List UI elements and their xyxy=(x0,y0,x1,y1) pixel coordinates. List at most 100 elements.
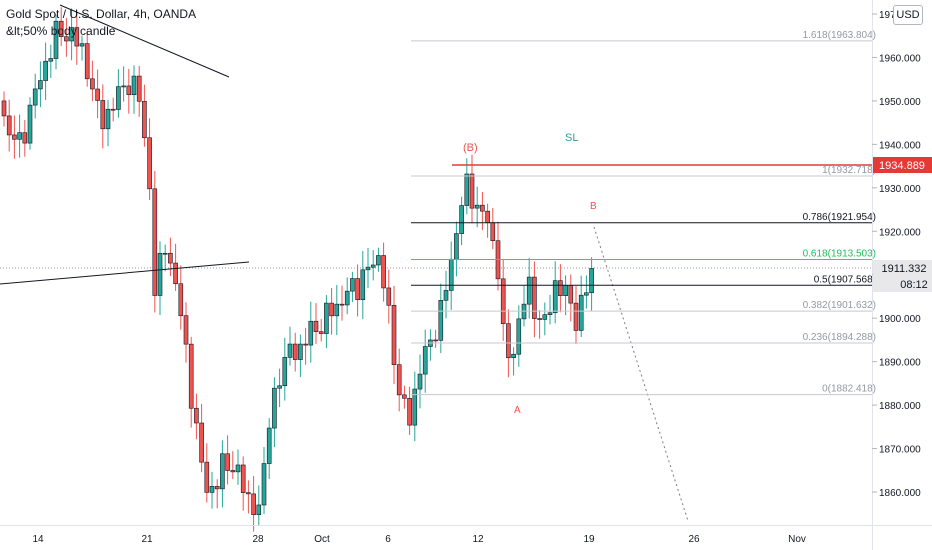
candle xyxy=(324,295,329,349)
candle xyxy=(558,264,563,313)
candle xyxy=(230,451,236,479)
symbol-title: Gold Spot / U.S. Dollar, 4h, OANDA xyxy=(6,7,197,21)
trendline-upper[interactable] xyxy=(59,4,230,78)
candle xyxy=(209,471,215,509)
candle xyxy=(79,35,85,61)
price-tick-label: 1870.000 xyxy=(879,445,921,456)
candle xyxy=(95,69,100,119)
time-tick-label: 21 xyxy=(141,534,153,545)
candle xyxy=(168,237,173,277)
time-tick-label: 12 xyxy=(472,534,484,545)
candle xyxy=(459,196,464,246)
candle xyxy=(22,120,28,157)
candle xyxy=(58,7,64,47)
candle xyxy=(360,251,366,320)
candle xyxy=(443,270,449,319)
candle xyxy=(147,118,152,201)
candle xyxy=(391,285,397,385)
candle xyxy=(526,257,532,319)
candle xyxy=(396,348,402,412)
price-tick-label: 1960.000 xyxy=(879,53,921,64)
time-tick-label: 26 xyxy=(688,534,700,545)
candle xyxy=(173,243,178,291)
candle xyxy=(69,8,74,61)
candle xyxy=(43,42,48,101)
candle xyxy=(225,435,230,485)
candle xyxy=(469,154,475,224)
candle xyxy=(194,393,199,440)
projection-line[interactable] xyxy=(593,226,689,522)
candle xyxy=(6,99,12,152)
fib-retracement: 1.618(1963.804) 1(1932.718) 0.786(1921.954… xyxy=(411,30,876,396)
candle xyxy=(27,97,33,150)
annotation-a: A xyxy=(514,405,521,416)
candle xyxy=(438,283,444,354)
candle xyxy=(136,65,142,117)
candle xyxy=(516,305,522,367)
annotation-sl: SL xyxy=(565,132,578,144)
fib-level-label: 0(1882.418) xyxy=(822,384,876,395)
price-tick-label: 1860.000 xyxy=(879,488,921,499)
candle xyxy=(157,241,163,316)
candle xyxy=(38,61,43,108)
alert-price-label: 1934.889 xyxy=(879,160,925,172)
candle xyxy=(287,326,293,366)
candle xyxy=(584,275,589,309)
currency-button[interactable]: USD xyxy=(893,5,923,25)
candle xyxy=(464,158,470,215)
drawing-tools xyxy=(0,4,872,522)
trendline-middle[interactable] xyxy=(0,261,250,285)
candle xyxy=(350,271,355,303)
candle xyxy=(542,302,548,336)
candle xyxy=(142,84,147,147)
candle xyxy=(214,479,220,509)
candle xyxy=(292,332,298,372)
candle xyxy=(313,303,319,344)
candle xyxy=(521,285,527,327)
candle xyxy=(485,203,490,238)
candle xyxy=(48,44,54,78)
candle xyxy=(12,115,17,159)
time-tick-label: 19 xyxy=(583,534,595,545)
candle xyxy=(500,259,506,341)
candle xyxy=(547,294,553,325)
fib-level-label: 1.618(1963.804) xyxy=(803,30,876,41)
candle xyxy=(537,310,542,339)
candle xyxy=(183,302,189,363)
candle xyxy=(256,485,262,526)
candle xyxy=(64,17,69,57)
fib-level-label: 1(1932.718) xyxy=(822,165,876,176)
candle xyxy=(532,261,537,338)
candle xyxy=(381,242,386,302)
price-tick-label: 1930.000 xyxy=(879,184,921,195)
candle xyxy=(246,480,251,514)
candle xyxy=(53,14,59,70)
candle xyxy=(318,319,324,342)
candle xyxy=(298,334,303,378)
price-tick-label: 1900.000 xyxy=(879,314,921,325)
candle xyxy=(84,30,90,87)
current-price-badge xyxy=(873,260,932,292)
price-badges: 1934.889 1911.332 08:12 xyxy=(873,157,932,292)
candle xyxy=(266,418,272,480)
candle xyxy=(563,275,568,316)
candle xyxy=(355,264,360,317)
price-tick-label: 1940.000 xyxy=(879,140,921,151)
price-tick-label: 1880.000 xyxy=(879,401,921,412)
candle xyxy=(589,257,594,311)
candle xyxy=(178,265,184,330)
fib-level-label: 0.236(1894.288) xyxy=(803,332,876,343)
time-tick-label: Oct xyxy=(314,534,330,545)
candle xyxy=(162,244,168,272)
candle xyxy=(365,248,371,288)
countdown-label: 08:12 xyxy=(900,279,928,291)
candle xyxy=(251,476,256,532)
price-tick-label: 1950.000 xyxy=(879,97,921,108)
candle xyxy=(344,277,350,315)
fib-level-label: 0.5(1907.568) xyxy=(814,274,876,285)
fib-level-label: 0.618(1913.503) xyxy=(803,249,876,260)
candle xyxy=(100,84,106,149)
time-tick-label: 28 xyxy=(252,534,264,545)
candle xyxy=(90,60,95,102)
